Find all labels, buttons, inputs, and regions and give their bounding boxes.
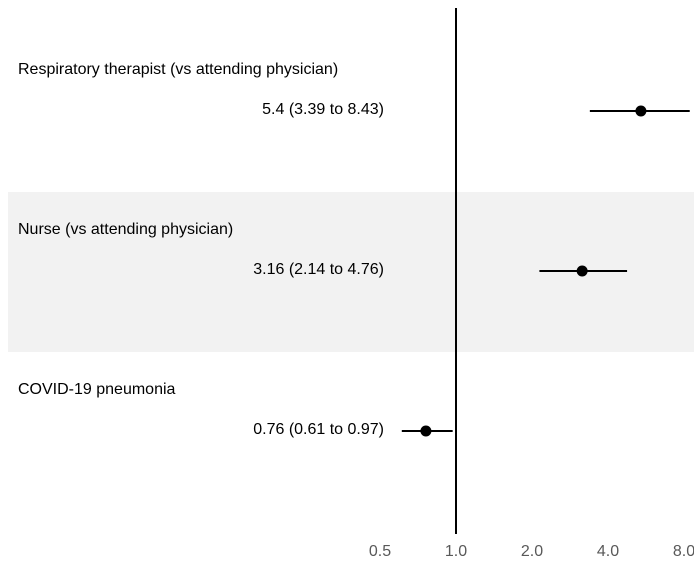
x-tick-label: 0.5 bbox=[369, 543, 391, 560]
row-estimate-text: 5.4 (3.39 to 8.43) bbox=[262, 101, 384, 118]
x-axis-ticks: 0.5 1.0 2.0 4.0 8.0 bbox=[369, 543, 694, 560]
rows: Respiratory therapist (vs attending phys… bbox=[18, 61, 690, 438]
x-tick-label: 4.0 bbox=[597, 543, 619, 560]
x-tick-label: 2.0 bbox=[521, 543, 543, 560]
point-estimate-marker bbox=[420, 425, 432, 437]
point-estimate-marker bbox=[576, 265, 588, 277]
row-label: Nurse (vs attending physician) bbox=[18, 221, 233, 238]
forest-row: Nurse (vs attending physician) 3.16 (2.14… bbox=[18, 221, 628, 278]
point-estimate-marker bbox=[635, 105, 647, 117]
x-tick-label: 1.0 bbox=[445, 543, 467, 560]
row-label: Respiratory therapist (vs attending phys… bbox=[18, 61, 338, 78]
forest-row: Respiratory therapist (vs attending phys… bbox=[18, 61, 690, 118]
row-label: COVID-19 pneumonia bbox=[18, 381, 176, 398]
row-estimate-text: 0.76 (0.61 to 0.97) bbox=[253, 421, 384, 438]
x-tick-label: 8.0 bbox=[673, 543, 694, 560]
row-estimate-text: 3.16 (2.14 to 4.76) bbox=[253, 261, 384, 278]
forest-row: COVID-19 pneumonia 0.76 (0.61 to 0.97) bbox=[18, 381, 453, 438]
